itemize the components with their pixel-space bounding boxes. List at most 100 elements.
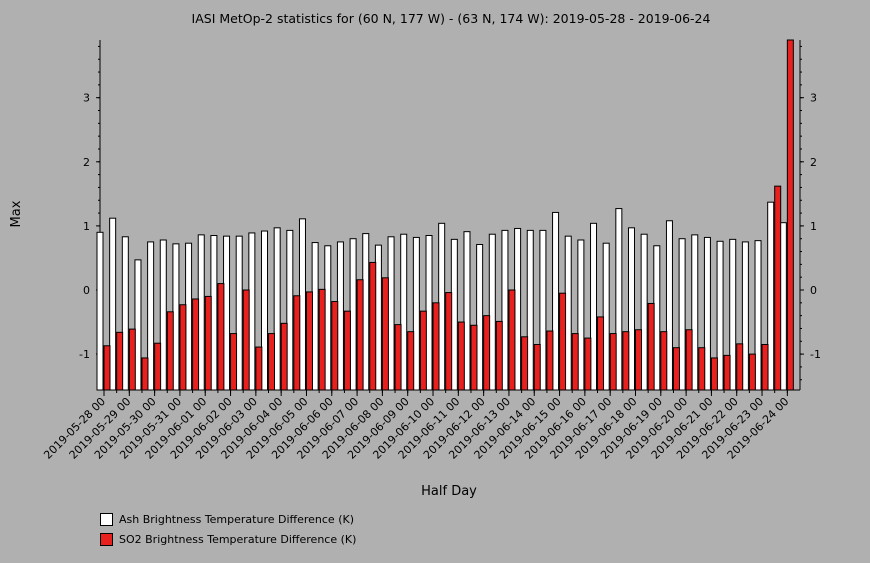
bar-ash	[298, 218, 306, 391]
bar-ash	[716, 240, 724, 391]
bar-ash	[286, 229, 294, 391]
bar-so2	[242, 289, 250, 391]
bar-ash	[602, 242, 610, 391]
bar-ash	[779, 222, 787, 391]
bar-ash	[324, 245, 332, 391]
y-tick-label-right: 1	[810, 220, 817, 233]
bar-so2	[723, 354, 731, 391]
bar-so2	[584, 337, 592, 391]
bar-ash	[514, 227, 522, 391]
bar-ash	[703, 236, 711, 391]
bar-ash	[197, 234, 205, 391]
bar-ash	[362, 233, 370, 391]
y-tick-label: 0	[83, 284, 90, 297]
x-axis-label: Half Day	[421, 484, 477, 499]
bar-ash	[96, 231, 104, 391]
legend-swatch-ash	[100, 513, 113, 526]
bar-ash	[159, 239, 167, 391]
bar-so2	[685, 329, 693, 391]
bar-ash	[590, 222, 598, 391]
bar-so2	[533, 343, 541, 391]
bar-so2	[192, 298, 200, 391]
bar-ash	[134, 259, 142, 391]
bar-ash	[349, 238, 357, 391]
bar-ash	[678, 238, 686, 391]
bar-so2	[672, 347, 680, 391]
bar-ash	[627, 227, 635, 391]
bar-ash	[754, 240, 762, 391]
bar-ash	[412, 236, 420, 391]
legend-label-ash: Ash Brightness Temperature Difference (K…	[119, 513, 354, 526]
bar-so2	[280, 322, 288, 391]
bar-ash	[273, 227, 281, 391]
bar-so2	[483, 315, 491, 391]
bar-so2	[609, 333, 617, 391]
bar-ash	[691, 234, 699, 391]
bar-ash	[463, 231, 471, 391]
legend-item-ash: Ash Brightness Temperature Difference (K…	[100, 513, 354, 526]
bar-ash	[121, 236, 129, 391]
chart-title: IASI MetOp-2 statistics for (60 N, 177 W…	[192, 11, 711, 26]
bar-so2	[698, 347, 706, 391]
bar-ash	[476, 243, 484, 391]
y-tick-label-right: 0	[810, 284, 817, 297]
bar-ash	[248, 232, 256, 391]
bar-ash	[665, 220, 673, 391]
bar-so2	[571, 333, 579, 391]
bar-so2	[217, 283, 225, 391]
y-tick-label: 2	[83, 156, 90, 169]
bar-so2	[622, 331, 630, 391]
bar-ash	[425, 235, 433, 391]
bar-ash	[400, 233, 408, 391]
bar-so2	[381, 277, 389, 391]
bar-so2	[230, 333, 238, 391]
bar-so2	[331, 301, 339, 391]
legend-label-so2: SO2 Brightness Temperature Difference (K…	[119, 533, 357, 546]
bar-so2	[154, 342, 162, 391]
bar-ash	[615, 208, 623, 391]
bar-ash	[653, 245, 661, 391]
bar-so2	[179, 304, 187, 391]
y-tick-label: 1	[83, 220, 90, 233]
bar-ash	[539, 229, 547, 391]
bar-so2	[457, 321, 465, 391]
bar-so2	[597, 316, 605, 391]
bar-ash	[109, 217, 117, 391]
bar-ash	[336, 241, 344, 391]
bar-so2	[774, 185, 782, 391]
bar-ash	[235, 235, 243, 391]
bar-ash	[564, 235, 572, 391]
bar-so2	[141, 357, 149, 391]
bar-ash	[640, 233, 648, 391]
bar-ash	[488, 233, 496, 391]
bar-ash	[147, 241, 155, 391]
bar-so2	[508, 289, 516, 391]
bar-so2	[369, 261, 377, 391]
bar-ash	[501, 229, 509, 391]
bar-so2	[647, 302, 655, 391]
bar-ash	[387, 236, 395, 391]
bar-so2	[546, 330, 554, 391]
y-axis-label: Max	[9, 200, 24, 227]
bar-so2	[407, 331, 415, 391]
bar-so2	[293, 295, 301, 391]
bar-so2	[445, 292, 453, 391]
bar-so2	[116, 331, 124, 391]
y-tick-label-right: 3	[810, 92, 817, 105]
bar-so2	[128, 328, 136, 391]
bar-so2	[268, 333, 276, 391]
bar-so2	[394, 324, 402, 391]
bar-so2	[255, 346, 263, 391]
bar-ash	[450, 238, 458, 391]
bar-so2	[419, 310, 427, 391]
bar-so2	[634, 329, 642, 391]
bar-so2	[748, 353, 756, 391]
bar-so2	[495, 320, 503, 391]
bar-so2	[521, 336, 529, 391]
bar-ash	[552, 211, 560, 391]
bar-ash	[185, 242, 193, 391]
bar-ash	[526, 229, 534, 391]
bar-so2	[305, 291, 313, 391]
y-tick-label-right: -1	[810, 348, 821, 361]
bar-ash	[223, 235, 231, 391]
